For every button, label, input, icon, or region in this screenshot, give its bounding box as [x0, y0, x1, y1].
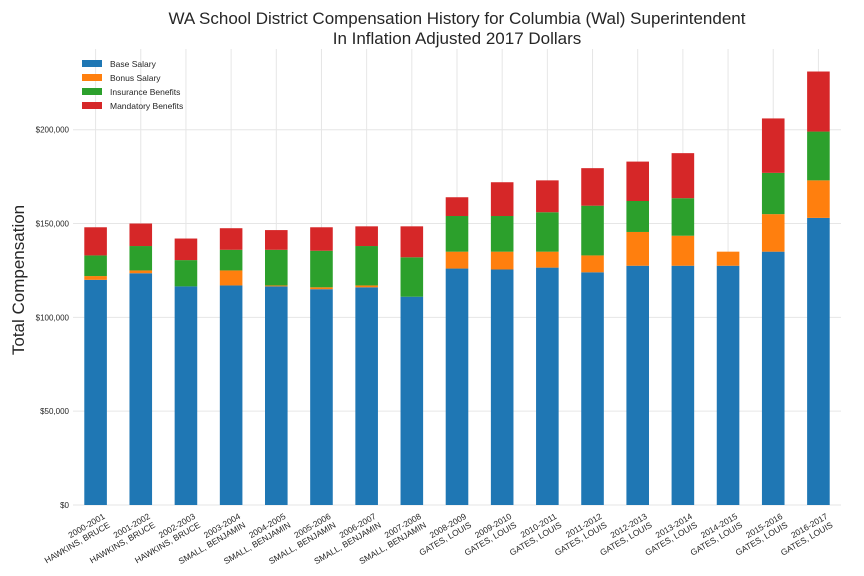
bar-segment-mandatory-benefits	[265, 230, 288, 250]
bar-segment-mandatory-benefits	[445, 197, 469, 217]
bar-segment-bonus-salary	[355, 285, 378, 288]
chart-title-line1: WA School District Compensation History …	[168, 9, 746, 28]
bar-segment-mandatory-benefits	[536, 180, 559, 213]
bar-segment-bonus-salary	[84, 276, 107, 280]
bar-segment-base-salary	[355, 287, 378, 505]
bar-segment-mandatory-benefits	[219, 228, 243, 250]
bar-segment-insurance-benefits	[84, 255, 107, 277]
bar-segment-mandatory-benefits	[807, 71, 830, 132]
bar-segment-insurance-benefits	[671, 198, 695, 236]
bar-segment-bonus-salary	[310, 287, 333, 290]
bar-segment-base-salary	[626, 265, 649, 505]
chart-title-line2: In Inflation Adjusted 2017 Dollars	[332, 29, 582, 48]
y-tick-label: $200,000	[36, 126, 70, 135]
bar-segment-insurance-benefits	[761, 172, 785, 215]
bar-segment-base-salary	[716, 265, 740, 505]
bar-segment-bonus-salary	[581, 255, 604, 273]
y-tick-label: $150,000	[36, 220, 70, 229]
bar-segment-base-salary	[490, 269, 514, 505]
legend: Base Salary Bonus Salary Insurance Benefit…	[82, 59, 183, 111]
bar-segment-bonus-salary	[219, 270, 243, 286]
legend-swatch	[82, 88, 102, 95]
legend-label: Bonus Salary	[110, 73, 161, 83]
bar-segment-bonus-salary	[129, 270, 153, 274]
y-tick-label: $100,000	[36, 313, 70, 322]
bar-segment-bonus-salary	[445, 251, 469, 269]
bar-segment-mandatory-benefits	[671, 153, 695, 199]
bar-segment-insurance-benefits	[807, 131, 830, 181]
bar-segment-bonus-salary	[536, 251, 559, 268]
bar-segment-mandatory-benefits	[355, 226, 378, 247]
legend-label: Base Salary	[110, 59, 157, 69]
legend-label: Mandatory Benefits	[110, 101, 183, 111]
y-tick-label: $50,000	[40, 407, 69, 416]
bar-segment-bonus-salary	[761, 214, 785, 252]
bar-segment-base-salary	[219, 285, 243, 505]
bar-segment-base-salary	[265, 286, 288, 505]
y-tick-label: $0	[60, 501, 69, 510]
bar-segment-insurance-benefits	[129, 246, 153, 271]
bar-segment-insurance-benefits	[581, 205, 604, 256]
bar-segment-base-salary	[84, 279, 107, 505]
bar-segment-mandatory-benefits	[626, 161, 649, 201]
bar-segment-bonus-salary	[716, 251, 740, 266]
bar-segment-mandatory-benefits	[761, 118, 785, 173]
bar-segment-base-salary	[310, 289, 333, 505]
y-axis-label: Total Compensation	[9, 205, 28, 355]
y-axis-ticks: $0 $50,000 $100,000 $150,000 $200,000	[36, 126, 70, 510]
bar-segment-bonus-salary	[626, 231, 649, 266]
legend-swatch	[82, 102, 102, 109]
bar-segment-insurance-benefits	[265, 249, 288, 286]
bar-segment-base-salary	[400, 296, 424, 505]
bar-segment-insurance-benefits	[490, 216, 514, 252]
bar-segment-insurance-benefits	[445, 216, 469, 252]
bar-segment-insurance-benefits	[626, 201, 649, 232]
bar-segment-bonus-salary	[265, 285, 288, 287]
bar-segment-base-salary	[536, 267, 559, 505]
bar-segment-base-salary	[761, 251, 785, 505]
legend-swatch	[82, 74, 102, 81]
bar-segment-insurance-benefits	[400, 257, 424, 297]
bar-segment-mandatory-benefits	[174, 238, 198, 261]
bar-segment-bonus-salary	[490, 251, 514, 270]
legend-swatch	[82, 60, 102, 67]
bar-segment-base-salary	[671, 265, 695, 505]
bar-segment-mandatory-benefits	[400, 226, 424, 258]
legend-label: Insurance Benefits	[110, 87, 180, 97]
bar-segment-insurance-benefits	[219, 249, 243, 271]
bar-segment-insurance-benefits	[174, 260, 198, 287]
bar-segment-mandatory-benefits	[84, 227, 107, 256]
bar-segment-bonus-salary	[671, 235, 695, 266]
bar-segment-insurance-benefits	[310, 250, 333, 288]
bar-segment-base-salary	[174, 286, 198, 505]
bar-segment-base-salary	[581, 272, 604, 505]
bar-segment-mandatory-benefits	[490, 182, 514, 217]
chart-title: WA School District Compensation History …	[73, 9, 841, 49]
bar-segment-base-salary	[129, 273, 153, 505]
bars	[84, 71, 830, 505]
bar-segment-insurance-benefits	[355, 246, 378, 286]
bar-segment-base-salary	[807, 217, 830, 505]
bar-segment-insurance-benefits	[536, 212, 559, 252]
bar-segment-base-salary	[445, 268, 469, 505]
bar-segment-mandatory-benefits	[581, 168, 604, 206]
bar-segment-mandatory-benefits	[129, 223, 153, 247]
bar-segment-mandatory-benefits	[310, 227, 333, 251]
bar-segment-bonus-salary	[807, 180, 830, 218]
